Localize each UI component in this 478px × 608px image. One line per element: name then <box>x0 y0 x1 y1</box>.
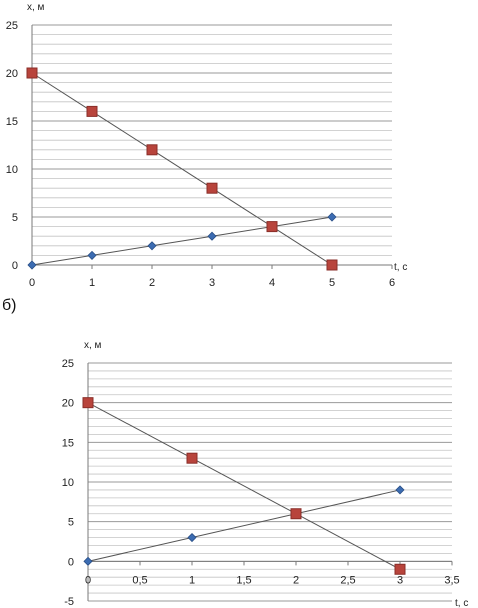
chart-a-x-tick-label: 3 <box>209 277 215 289</box>
chart-b-y-tick-label: 10 <box>62 477 74 489</box>
chart-b-y-tick-label: -5 <box>64 596 74 608</box>
chart-a-data-point-square <box>206 182 218 194</box>
chart-a-data-point-diamond <box>27 260 37 270</box>
chart-a-x-tick-label: 1 <box>89 277 95 289</box>
chart-a-series-1 <box>27 212 337 270</box>
chart-a: 0 5 10 15 20 25 0 1 2 3 4 5 6 x, м t, c <box>6 2 408 289</box>
chart-b-data-point-diamond <box>395 485 405 495</box>
chart-a-x-tick-label: 5 <box>329 277 335 289</box>
chart-a-data-point-square <box>266 221 278 233</box>
chart-b-x-tick-label: 0,5 <box>132 574 147 586</box>
chart-a-data-point-square <box>86 105 98 117</box>
chart-b-x-tick-label: 2,5 <box>340 574 355 586</box>
chart-b-data-point-square <box>82 397 94 409</box>
chart-b-series-line <box>87 402 401 570</box>
chart-b-x-tick-label: 1 <box>189 574 195 586</box>
chart-a-data-point-diamond <box>327 212 337 222</box>
chart-b-x-axis-label: t, c <box>455 598 468 608</box>
chart-a-y-tick-label: 20 <box>6 68 18 80</box>
chart-b-x-tick-label: 0 <box>85 574 91 586</box>
chart-a-data-point-square <box>146 144 158 156</box>
chart-b-x-tick-label: 3 <box>397 574 403 586</box>
chart-b-y-tick-label: 20 <box>62 398 74 410</box>
chart-a-x-tick-label: 4 <box>269 277 275 289</box>
chart-a-x-axis-label: t, c <box>394 262 407 273</box>
chart-b-series-2 <box>82 397 406 575</box>
chart-b-data-point-square <box>290 508 302 520</box>
chart-a-series-line <box>31 216 333 266</box>
chart-a-y-tick-label: 5 <box>12 212 18 224</box>
chart-a-y-tick-label: 0 <box>12 260 18 272</box>
chart-b-data-point-diamond <box>187 532 197 543</box>
chart-a-series-2 <box>26 67 338 271</box>
chart-b-series-line <box>87 489 401 562</box>
chart-b-y-tick-label: 15 <box>62 437 74 449</box>
chart-b-x-tick-label: 2 <box>293 574 299 586</box>
chart-a-data-point-diamond <box>207 231 217 241</box>
chart-b-y-axis-label: x, м <box>84 340 102 351</box>
chart-a-data-point-diamond <box>147 241 157 251</box>
chart-a-y-tick-label: 10 <box>6 164 18 176</box>
chart-b-x-tick-label: 1,5 <box>236 574 251 586</box>
chart-a-y-tick-label: 25 <box>6 20 18 32</box>
chart-a-gridlines <box>32 24 392 266</box>
chart-a-data-point-square <box>26 67 38 79</box>
chart-b-y-tick-label: 0 <box>68 556 74 568</box>
chart-b-x-tick-label: 3,5 <box>444 574 459 586</box>
chart-b-y-tick-label: 5 <box>68 517 74 529</box>
chart-a-x-tick-label: 0 <box>29 277 35 289</box>
chart-b: -5 0 5 10 15 20 25 0 0,5 1 1,5 2 2,5 3 3,5 x, м t, c <box>62 340 469 608</box>
chart-b-data-point-square <box>186 452 198 464</box>
chart-b-data-point-square <box>394 563 406 575</box>
panel-label-b: б) <box>2 297 17 314</box>
chart-a-data-point-square <box>326 259 338 271</box>
chart-a-x-tick-label: 6 <box>389 277 395 289</box>
chart-a-y-tick-label: 15 <box>6 116 18 128</box>
chart-b-y-tick-label: 25 <box>62 358 74 370</box>
chart-a-x-tick-label: 2 <box>149 277 155 289</box>
chart-b-data-point-diamond <box>83 556 93 566</box>
chart-a-series-line <box>31 72 333 266</box>
chart-a-y-axis-label: x, м <box>27 2 45 13</box>
chart-a-data-point-diamond <box>87 250 97 260</box>
